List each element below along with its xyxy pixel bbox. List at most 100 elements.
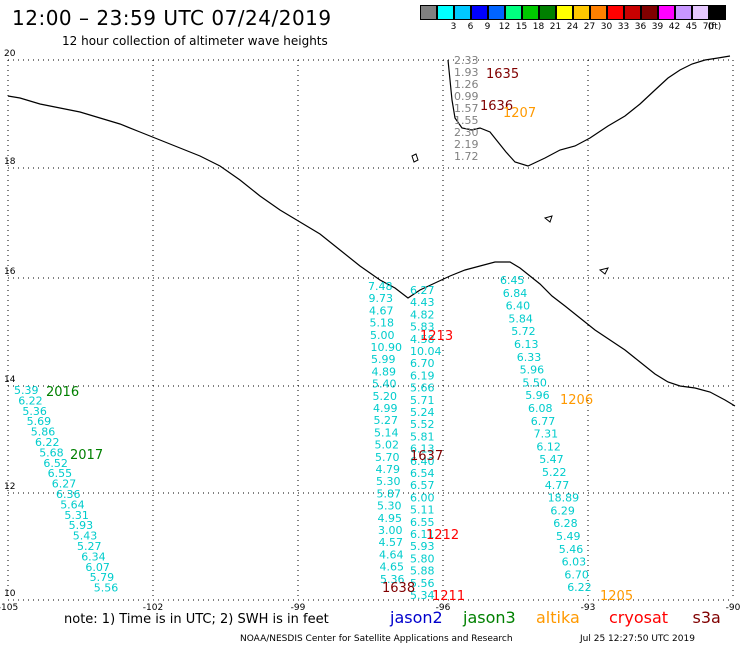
center-left-value: 5.36	[380, 573, 405, 586]
east-value: 6.08	[528, 402, 553, 415]
map-subtitle: 12 hour collection of altimeter wave hei…	[62, 34, 328, 48]
west-value: 5.31	[64, 509, 89, 522]
center-left-value: 5.02	[375, 439, 400, 452]
center-right-value: 6.55	[410, 516, 435, 529]
center-left-value: 5.87	[377, 487, 402, 500]
lat-lon-grid: 20 18 16 14 12 10 -105 -102 -99 -96 -93 -90	[0, 49, 740, 613]
legend-label: 6	[467, 22, 474, 32]
legend-label: 24	[566, 22, 579, 32]
timestamp: Jul 25 12:27:50 UTC 2019	[580, 634, 695, 644]
legend-swatch	[556, 5, 573, 20]
legend-label: 9	[484, 22, 491, 32]
center-right-value: 5.34	[410, 589, 435, 602]
gulf-coastline	[447, 55, 731, 167]
track-time-label: 1638	[382, 581, 415, 596]
lon-label: -105	[0, 603, 18, 613]
west-value: 5.43	[73, 530, 98, 543]
center-left-value: 4.65	[380, 561, 405, 574]
legend-swatch	[437, 5, 454, 20]
east-value: 5.50	[522, 376, 547, 389]
lat-label: 20	[4, 49, 16, 59]
east-value: 18.89	[548, 492, 580, 505]
lat-label: 12	[4, 482, 15, 492]
center-left-value: 4.99	[373, 402, 398, 415]
east-value: 6.77	[531, 415, 556, 428]
east-value: 5.47	[539, 453, 564, 466]
center-left-value: 5.18	[370, 317, 395, 330]
legend-swatch	[420, 5, 437, 20]
satellite-altika: altika	[536, 608, 580, 627]
legend-label: 42	[668, 22, 681, 32]
east-value: 6.33	[517, 351, 542, 364]
center-right-value: 6.11	[410, 528, 435, 541]
top-value: 0.99	[454, 90, 479, 103]
center-left-value: 5.30	[376, 475, 401, 488]
top-value: 1.26	[454, 78, 479, 91]
east-value: 6.29	[550, 504, 575, 517]
credit-line: NOAA/NESDIS Center for Satellite Applica…	[240, 634, 513, 644]
top-value: 1.72	[454, 150, 479, 163]
legend-swatch	[675, 5, 692, 20]
west-value: 6.07	[85, 561, 110, 574]
west-value: 5.39	[14, 384, 39, 397]
legend-label: 12	[498, 22, 511, 32]
mexico-pacific-coastline	[7, 95, 736, 407]
west-value: 5.69	[27, 415, 51, 428]
lon-label: -96	[436, 603, 451, 613]
west-value: 6.22	[35, 436, 60, 449]
center-left-value: 7.48	[368, 280, 393, 293]
west-value: 5.27	[77, 540, 102, 553]
legend-label: 36	[634, 22, 647, 32]
east-value: 5.49	[556, 530, 581, 543]
legend-swatch	[658, 5, 675, 20]
center-left-value: 5.30	[377, 500, 402, 513]
west-value: 6.27	[52, 478, 77, 491]
legend-swatch	[454, 5, 471, 20]
coastline	[7, 55, 736, 407]
east-value: 5.96	[520, 364, 545, 377]
lon-label: -93	[581, 603, 596, 613]
legend-label: 21	[549, 22, 562, 32]
east-value: 6.13	[514, 338, 539, 351]
east-value: 5.84	[508, 312, 533, 325]
legend-swatch	[624, 5, 641, 20]
west-value: 6.22	[18, 394, 43, 407]
top-value: 1.57	[454, 102, 479, 115]
east-value: 5.96	[525, 389, 550, 402]
track-time-label: 1212	[426, 528, 459, 543]
center-left-value: 9.73	[369, 292, 394, 305]
track-time-label: 1637	[410, 449, 443, 464]
center-right-value: 5.66	[410, 382, 435, 395]
top-value: 1.93	[454, 66, 479, 79]
map-title: 12:00 – 23:59 UTC 07/24/2019	[12, 6, 332, 30]
legend-swatch	[573, 5, 590, 20]
legend-swatch	[488, 5, 505, 20]
wave-value-labels: 2.331.931.260.991.571.552.302.191.72 5.39…	[14, 54, 633, 604]
legend-label: 3	[450, 22, 457, 32]
island-1	[411, 153, 419, 163]
center-left-value: 5.40	[372, 378, 397, 391]
satellite-s3a: s3a	[692, 608, 721, 627]
center-right-value: 6.54	[410, 467, 435, 480]
track-time-label: 1205	[600, 589, 633, 604]
center-right-value: 6.40	[410, 455, 435, 468]
legend-swatch	[539, 5, 556, 20]
east-value: 6.45	[500, 274, 525, 287]
legend-swatch	[709, 5, 726, 20]
lon-label: -90	[726, 603, 740, 613]
top-value: 2.30	[454, 126, 479, 139]
east-value: 5.22	[542, 466, 567, 479]
legend-label: 33	[617, 22, 630, 32]
track-time-label: 1636	[480, 99, 513, 114]
center-right-value: 5.88	[410, 565, 435, 578]
center-right-value: 6.00	[410, 491, 435, 504]
legend-label: 15	[515, 22, 528, 32]
legend-label: 18	[532, 22, 545, 32]
east-value: 6.84	[503, 287, 528, 300]
track-time-label: 2017	[70, 448, 103, 463]
center-left-value: 4.67	[369, 304, 394, 317]
center-right-value: 5.24	[410, 406, 435, 419]
lat-label: 18	[4, 157, 16, 167]
center-left-value: 4.89	[372, 365, 397, 378]
legend-label: 30	[600, 22, 613, 32]
